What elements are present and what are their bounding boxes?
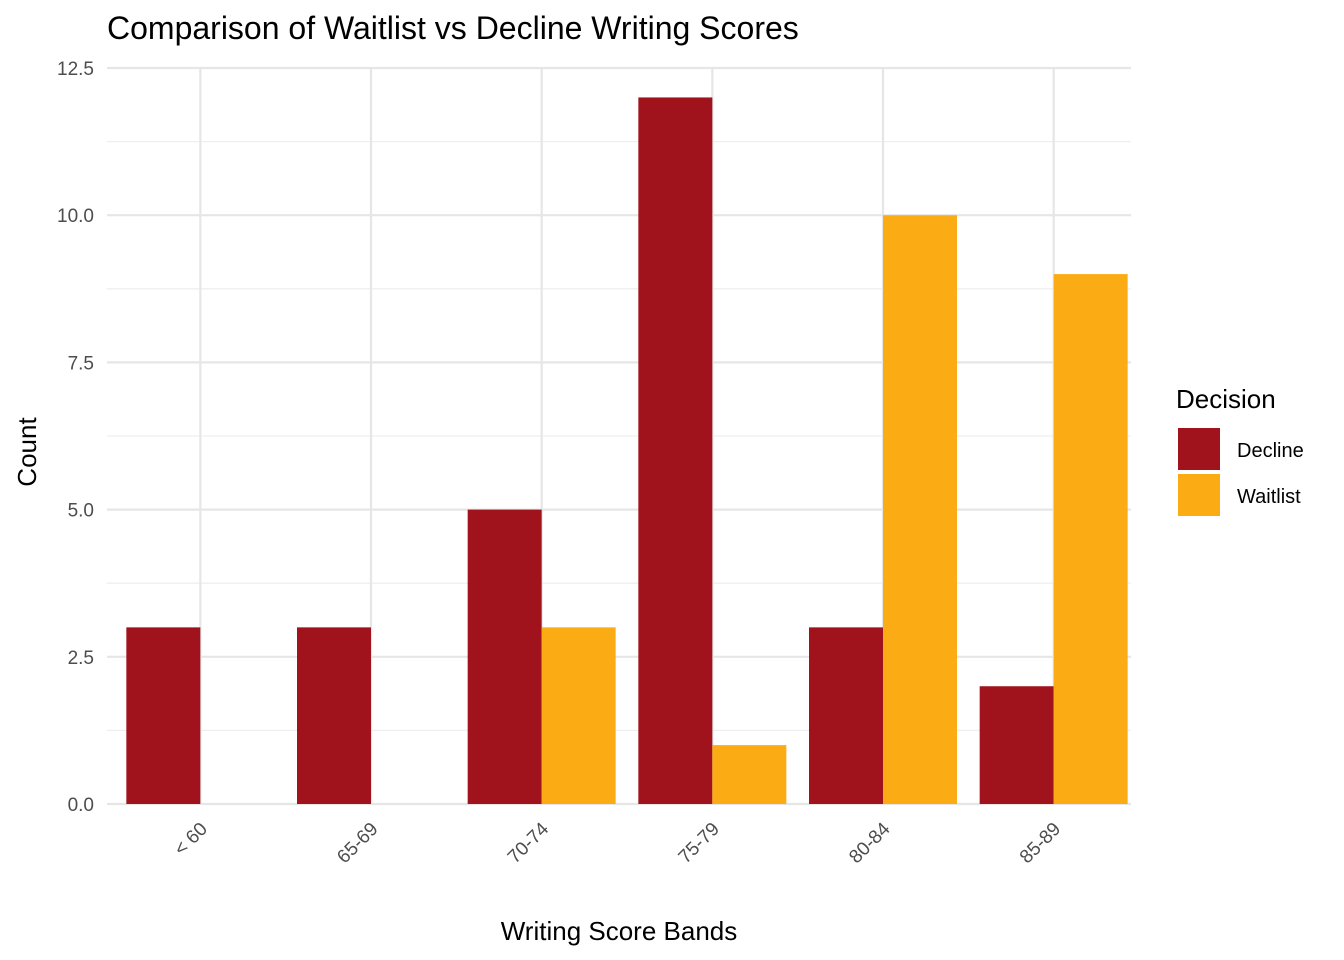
x-tick-label: 75-79 <box>675 819 724 868</box>
legend-swatch-decline <box>1178 428 1220 470</box>
legend: Decision Decline Waitlist <box>1176 384 1304 516</box>
x-tick-label: < 60 <box>170 819 211 860</box>
bar-decline-5 <box>809 627 883 804</box>
chart-title: Comparison of Waitlist vs Decline Writin… <box>107 10 799 46</box>
bar-decline-3 <box>467 509 542 804</box>
legend-label-waitlist: Waitlist <box>1237 486 1301 508</box>
y-axis-title: Count <box>12 417 42 487</box>
y-tick-label: 2.5 <box>68 648 94 669</box>
bar-waitlist-3 <box>541 627 616 804</box>
x-tick-label: 70-74 <box>504 818 554 868</box>
y-tick-label: 12.5 <box>57 59 94 80</box>
legend-title: Decision <box>1176 384 1276 414</box>
gridlines <box>107 66 1131 806</box>
y-tick-label: 10.0 <box>57 206 94 227</box>
y-tick-label: 7.5 <box>68 353 94 374</box>
x-tick-label: 85-89 <box>1016 819 1065 868</box>
y-tick-label: 0.0 <box>68 795 94 816</box>
bar-decline-2 <box>297 627 371 804</box>
x-axis-title: Writing Score Bands <box>501 916 738 946</box>
bar-waitlist-4 <box>712 745 787 804</box>
bar-waitlist-5 <box>883 215 957 804</box>
y-tick-label: 5.0 <box>68 501 94 522</box>
bar-decline-4 <box>638 97 713 804</box>
x-tick-label: 80-84 <box>845 818 895 868</box>
legend-label-decline: Decline <box>1237 440 1304 462</box>
bar-waitlist-6 <box>1053 274 1128 805</box>
legend-swatch-waitlist <box>1178 474 1220 516</box>
bar-decline-6 <box>979 686 1054 804</box>
x-tick-label: 65-69 <box>333 819 382 868</box>
bar-decline-1 <box>126 627 201 804</box>
bars <box>126 97 1128 805</box>
y-axis-ticks: 0.0 2.5 5.0 7.5 10.0 12.5 <box>57 59 94 816</box>
x-axis-ticks: < 60 65-69 70-74 75-79 80-84 85-89 <box>170 818 1065 868</box>
